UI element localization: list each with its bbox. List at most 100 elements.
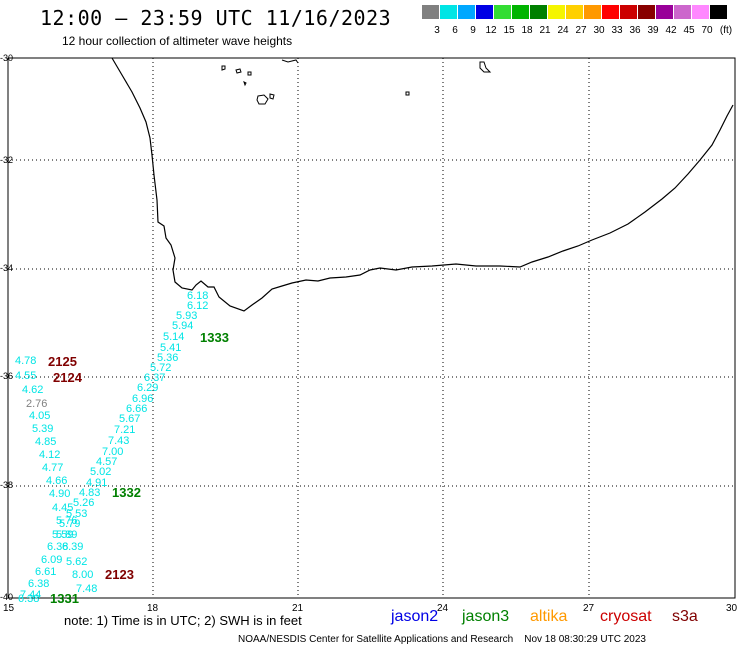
x-tick-label: 15	[3, 603, 15, 614]
wave-height-value: 4.85	[35, 436, 57, 448]
pass-number: 2125	[48, 354, 77, 369]
scale-swatch	[674, 5, 691, 19]
scale-swatch	[440, 5, 457, 19]
wave-height-value: 5.93	[176, 310, 198, 322]
wave-height-value: 8.00	[72, 569, 94, 581]
scale-label: 6	[452, 25, 458, 36]
scale-label: 33	[611, 25, 623, 36]
wave-height-value: 7.21	[114, 424, 136, 436]
wave-height-value: 7.00	[102, 446, 124, 458]
wave-height-value: 4.83	[79, 487, 101, 499]
chart-title: 12:00 – 23:59 UTC 11/16/2023	[40, 6, 392, 30]
wave-height-value: 5.36	[157, 352, 179, 364]
credit-line: NOAA/NESDIS Center for Satellite Applica…	[238, 634, 646, 645]
pass-number: 1332	[112, 485, 141, 500]
scale-swatch	[476, 5, 493, 19]
wave-height-value: 6.61	[35, 566, 57, 578]
scale-label: 12	[485, 25, 497, 36]
y-tick-label: -30	[0, 53, 14, 63]
scale-label: 36	[629, 25, 641, 36]
scale-swatch	[530, 5, 547, 19]
scale-swatch	[620, 5, 637, 19]
pass-number: 1333	[200, 330, 229, 345]
wave-height-value: 5.14	[163, 331, 185, 343]
x-tick-label: 18	[147, 603, 159, 614]
pass-number: 2124	[53, 370, 82, 385]
scale-label: 70	[701, 25, 713, 36]
wave-height-value: 7.44	[20, 589, 42, 601]
scale-swatch	[584, 5, 601, 19]
scale-swatch	[512, 5, 529, 19]
wave-height-value: 6.38	[18, 593, 40, 605]
scale-label: 21	[539, 25, 551, 36]
scale-swatch	[566, 5, 583, 19]
x-tick-label: 24	[437, 603, 449, 614]
wave-height-value: 7.43	[108, 435, 130, 447]
wave-height-value: 4.77	[42, 462, 64, 474]
wave-height-value: 4.62	[22, 384, 44, 396]
pass-number: 1331	[50, 591, 79, 606]
wave-height-value: 5.26	[73, 497, 95, 509]
grid-lines	[8, 58, 735, 598]
scale-swatch	[422, 5, 439, 19]
wave-height-value: 4.91	[86, 477, 108, 489]
y-tick-label: -38	[0, 480, 14, 490]
wave-height-value: 5.41	[160, 342, 182, 354]
scale-swatch	[638, 5, 655, 19]
wave-height-value: 6.37	[144, 372, 166, 384]
scale-swatch	[494, 5, 511, 19]
wave-height-value: 4.12	[39, 449, 61, 461]
scale-label: 39	[647, 25, 659, 36]
scale-swatch	[656, 5, 673, 19]
wave-height-value: 4.45	[52, 502, 74, 514]
scale-label: 45	[683, 25, 695, 36]
footer-note: note: 1) Time is in UTC; 2) SWH is in fe…	[64, 613, 302, 628]
scale-swatch	[602, 5, 619, 19]
scale-swatch	[458, 5, 475, 19]
wave-height-value: 6.29	[137, 382, 159, 394]
y-tick-label: -40	[0, 592, 14, 602]
coastline-south-africa	[111, 57, 734, 312]
legend-jason3: jason3	[462, 608, 510, 625]
pass-number: 2123	[105, 567, 134, 582]
wave-height-value: 5.39	[32, 423, 54, 435]
wave-height-value: 6.39	[62, 541, 84, 553]
wave-height-value: 4.78	[15, 355, 37, 367]
wave-height-value: 5.76	[56, 515, 78, 527]
legend-altika: altika	[530, 608, 568, 625]
wave-height-value: 4.66	[46, 475, 68, 487]
scale-label: 24	[557, 25, 569, 36]
wave-height-value: 6.18	[187, 290, 209, 302]
wave-height-value: 5.79	[59, 518, 81, 530]
scale-label: 42	[665, 25, 677, 36]
scale-swatch	[710, 5, 727, 19]
wave-height-value: 4.57	[96, 456, 118, 468]
wave-height-value: 6.38	[28, 578, 50, 590]
wave-height-value: 5.53	[66, 508, 88, 520]
scale-unit: (ft)	[719, 25, 733, 36]
wave-height-value: 5.67	[119, 413, 141, 425]
x-tick-label: 27	[583, 603, 595, 614]
wave-height-value: 6.96	[132, 393, 154, 405]
wave-height-value: 6.38	[47, 541, 69, 553]
scale-swatch	[548, 5, 565, 19]
wave-height-value: 5.72	[150, 362, 172, 374]
wave-height-value: 4.05	[29, 410, 51, 422]
wave-height-value: 5.02	[90, 466, 112, 478]
wave-height-value: 6.66	[126, 403, 148, 415]
y-tick-label: -36	[0, 371, 14, 381]
wave-height-value: 4.55	[15, 370, 37, 382]
y-tick-label: -34	[0, 263, 14, 273]
wave-height-value: 7.48	[76, 583, 98, 595]
scale-label: 30	[593, 25, 605, 36]
chart-subtitle: 12 hour collection of altimeter wave hei…	[62, 34, 293, 48]
scale-label: 9	[470, 25, 476, 36]
scale-label: 18	[521, 25, 533, 36]
y-tick-label: -32	[0, 155, 14, 165]
legend-jason2: jason2	[391, 608, 439, 625]
scale-swatch	[692, 5, 709, 19]
scale-label: 15	[503, 25, 515, 36]
wave-height-value: 5.89	[56, 529, 78, 541]
x-tick-label: 21	[292, 603, 304, 614]
